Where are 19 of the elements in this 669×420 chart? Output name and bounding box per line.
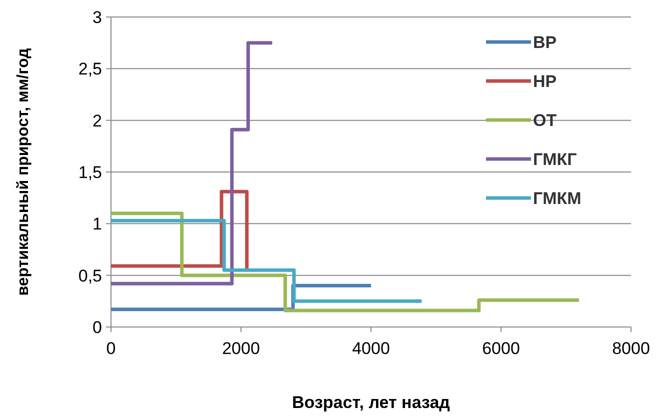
x-tick-label: 4000 bbox=[352, 339, 390, 358]
x-tick-label: 8000 bbox=[612, 339, 650, 358]
y-tick-label: 0 bbox=[92, 318, 102, 337]
y-tick-label: 0,5 bbox=[78, 266, 102, 286]
legend-label: ГМКМ bbox=[533, 188, 582, 208]
x-axis-title: Возраст, лет назад bbox=[292, 393, 450, 412]
y-tick-label: 3 bbox=[92, 8, 102, 27]
y-axis-title: вертикальный прирост, мм/год bbox=[15, 48, 32, 296]
x-tick-label: 0 bbox=[106, 339, 116, 358]
x-tick-label: 2000 bbox=[222, 339, 260, 358]
x-tick-label: 6000 bbox=[482, 339, 520, 358]
legend-label: ГМКГ bbox=[533, 150, 578, 169]
line-series bbox=[109, 212, 581, 312]
y-tick-label: 1 bbox=[92, 214, 102, 234]
y-tick-label: 2,5 bbox=[78, 60, 102, 79]
y-tick-label: 2 bbox=[92, 111, 102, 130]
legend-label: ВР bbox=[533, 32, 557, 52]
legend-label: НР bbox=[533, 72, 557, 91]
y-tick-label: 1,5 bbox=[78, 162, 102, 182]
